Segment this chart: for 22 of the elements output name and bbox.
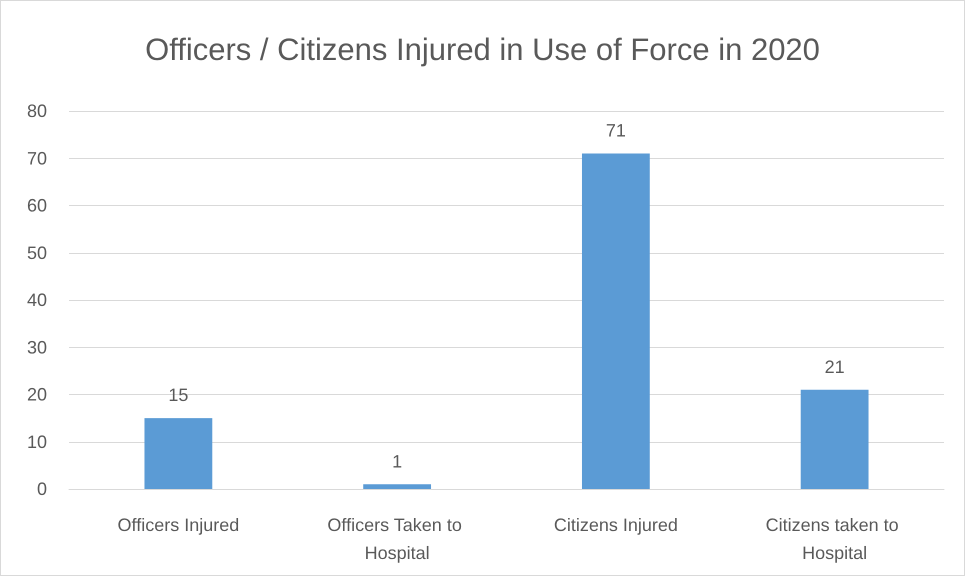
y-tick-label: 20 <box>26 384 47 404</box>
y-tick-label: 10 <box>26 432 47 452</box>
x-tick-label: Officers Injured <box>118 515 240 535</box>
y-tick-label: 0 <box>36 479 47 499</box>
y-tick-label: 50 <box>26 242 47 263</box>
x-tick-label: Citizens Injured <box>554 515 678 535</box>
data-label: 21 <box>824 356 845 377</box>
data-label: 71 <box>606 120 626 141</box>
data-label: 1 <box>392 451 402 472</box>
bar <box>144 418 212 489</box>
bar <box>363 484 432 489</box>
y-tick-label: 30 <box>26 337 47 358</box>
x-tick-label: Citizens taken to Hospital <box>766 515 904 563</box>
bar <box>800 390 869 489</box>
chart-title: Officers / Citizens Injured in Use of Force in 2020 <box>145 32 820 67</box>
y-tick-label: 40 <box>26 290 47 310</box>
y-tick-label: 60 <box>26 196 47 216</box>
x-tick-label: Officers Taken to Hospital <box>327 515 467 563</box>
bar <box>582 154 650 489</box>
data-label: 15 <box>168 385 188 406</box>
y-tick-label: 80 <box>26 101 47 121</box>
y-tick-label: 70 <box>26 148 47 168</box>
